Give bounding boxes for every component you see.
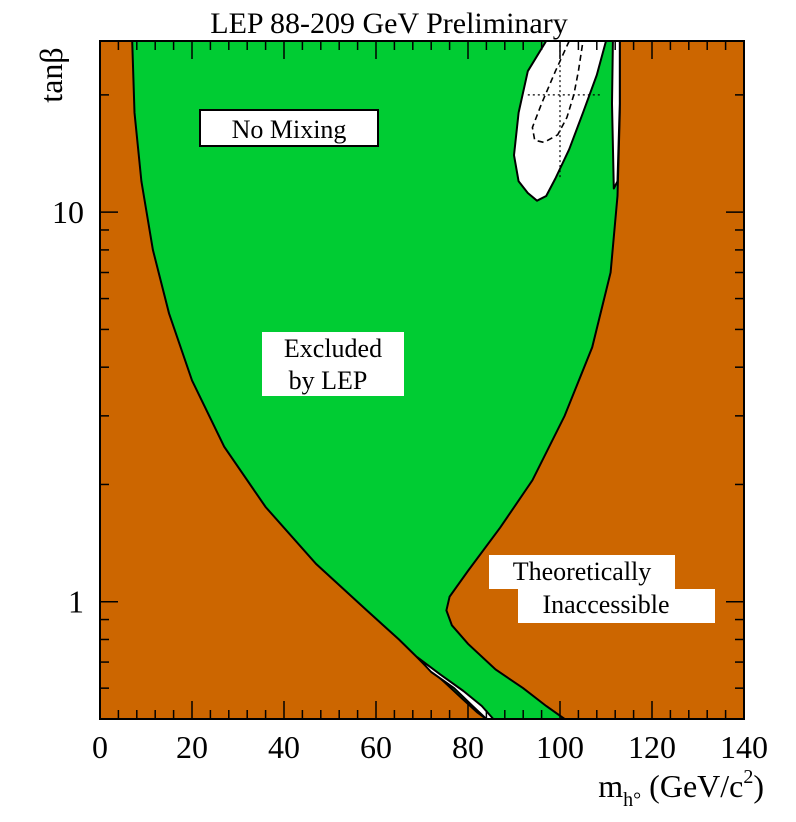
annotations: No Mixing Excluded by LEP Theoretically …	[199, 109, 715, 623]
inaccessible-label-line1: Theoretically	[513, 557, 652, 586]
x-axis-label-subscript: h°	[623, 789, 641, 811]
y-axis-label: tanβ	[33, 47, 69, 102]
x-tick-label: 100	[536, 729, 584, 765]
x-tick-label: 140	[720, 729, 768, 765]
inaccessible-label-box-1	[489, 555, 675, 589]
right-boundary-line	[445, 41, 621, 720]
inaccessible-label-box-2	[518, 589, 715, 623]
x-tick-label: 20	[176, 729, 208, 765]
plot-frame	[99, 40, 745, 720]
chart-title: LEP 88-209 GeV Preliminary	[210, 7, 567, 40]
x-axis-label-unit: (GeV/c	[641, 768, 743, 804]
excluded-label-line2: by LEP	[289, 366, 368, 395]
excluded-label-box	[262, 332, 404, 396]
expected-limit-dashed-line	[531, 40, 584, 144]
x-axis-label-unit-close: )	[753, 768, 764, 804]
axes: 0 20 40 60 80 100 120 140 1 10	[52, 40, 768, 765]
no-mixing-label-box	[199, 109, 379, 147]
x-tick-label: 120	[628, 729, 676, 765]
region-allowed-sliver-right	[611, 40, 621, 190]
x-tick-label: 40	[268, 729, 300, 765]
labels: LEP 88-209 GeV Preliminary tanβ mh° (GeV…	[33, 7, 764, 811]
x-axis-label-unit-exponent: 2	[743, 766, 753, 788]
x-tick-label: 80	[452, 729, 484, 765]
inaccessible-label-line2: Inaccessible	[542, 590, 669, 619]
left-boundary-line	[131, 40, 487, 720]
excluded-label-line1: Excluded	[284, 334, 382, 363]
x-axis-label: mh° (GeV/c2)	[598, 766, 764, 811]
x-axis-label-symbol: m	[598, 768, 623, 804]
y-tick-label: 1	[68, 584, 84, 620]
y-tick-label: 10	[52, 194, 84, 230]
x-tick-label: 0	[92, 729, 108, 765]
x-tick-label: 60	[360, 729, 392, 765]
no-mixing-label: No Mixing	[232, 115, 347, 144]
